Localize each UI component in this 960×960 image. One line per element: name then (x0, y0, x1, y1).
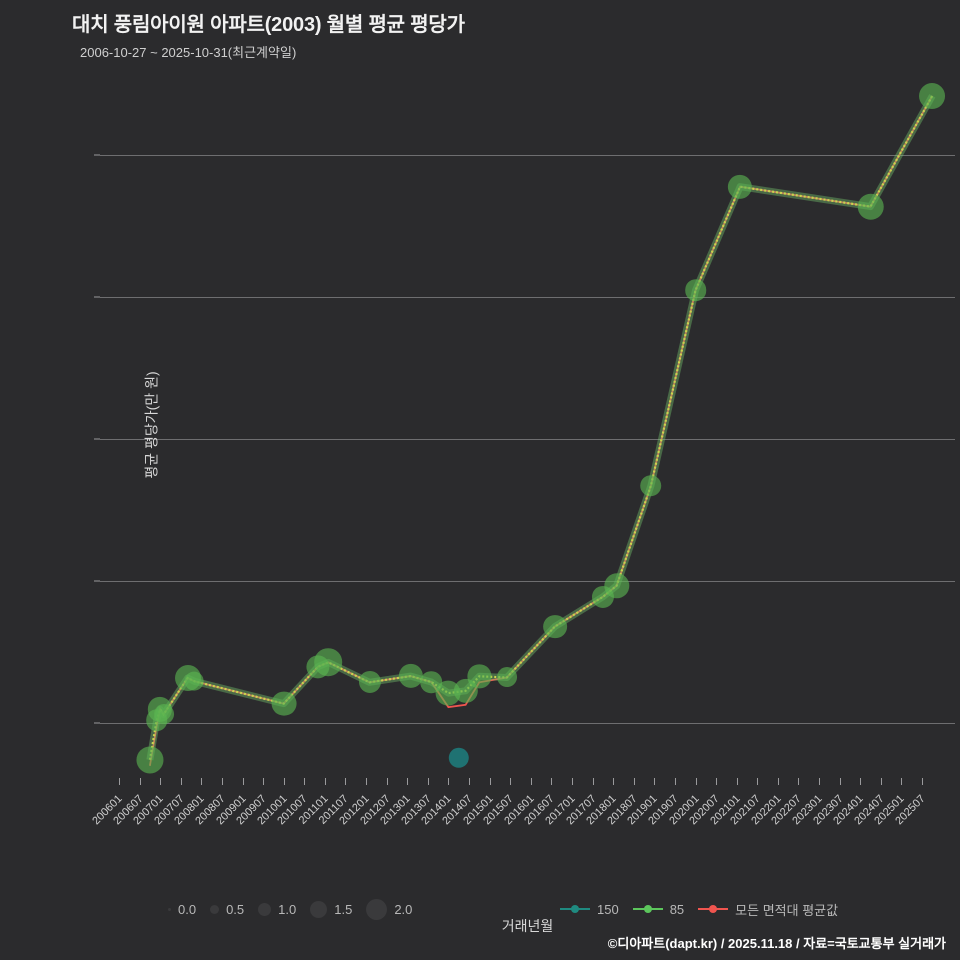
x-tick-mark-201607 (551, 778, 553, 785)
x-tick-mark-201807 (633, 778, 635, 785)
gridline-y-3000 (100, 581, 955, 583)
legend-line-marker-icon (698, 905, 729, 913)
x-tick-mark-201201 (366, 778, 368, 785)
x-tick-mark-201701 (571, 778, 573, 785)
x-tick-mark-201101 (324, 778, 326, 785)
page-title: 대치 풍림아이원 아파트(2003) 월별 평균 평당가 (72, 14, 465, 36)
x-tick-mark-201407 (469, 778, 471, 785)
legend-series-item-모든 면적대 평균값[interactable]: 모든 면적대 평균값 (698, 900, 838, 919)
x-tick-mark-202107 (757, 778, 759, 785)
x-tick-mark-201707 (592, 778, 594, 785)
x-tick-mark-201907 (674, 778, 676, 785)
y-tick-mark-2000 (94, 722, 100, 724)
x-tick-mark-201501 (489, 778, 491, 785)
x-tick-mark-202407 (880, 778, 882, 785)
legend-series-label: 150 (597, 901, 619, 917)
x-tick-mark-202207 (798, 778, 800, 785)
legend-series-item-150[interactable]: 150 (560, 902, 619, 917)
x-tick-mark-202101 (736, 778, 738, 785)
page-subtitle: 2006-10-27 ~ 2025-10-31(최근계약일) (80, 45, 297, 60)
legend-size-item-1.0: 1.0 (258, 902, 296, 917)
legend-series-item-85[interactable]: 85 (632, 901, 685, 917)
legend-size-dot-icon (310, 900, 328, 918)
x-tick-mark-201601 (530, 778, 532, 785)
plot-area: 20003000400050006000 2006012006072007012… (90, 70, 955, 934)
gridline-y-4000 (100, 439, 955, 441)
footer-credit: ©디아파트(dapt.kr) / 2025.11.18 / 자료=국토교통부 실… (607, 936, 946, 951)
x-tick-mark-202007 (716, 778, 718, 785)
legend-size-label: 0.5 (226, 901, 245, 917)
y-tick-mark-5000 (94, 296, 100, 298)
chart-legend: 0.0 0.5 1.0 1.5 2.0 150 85 모든 면적대 평균값 (0, 892, 960, 926)
legend-size-label: 1.5 (334, 901, 353, 917)
gridline-y-6000 (100, 155, 955, 157)
x-tick-mark-201107 (345, 778, 347, 785)
legend-size-dot-icon (168, 907, 171, 911)
y-tick-mark-6000 (94, 154, 100, 156)
x-tick-mark-201301 (407, 778, 409, 785)
y-tick-mark-3000 (94, 580, 100, 582)
x-tick-mark-201307 (427, 778, 429, 785)
legend-size-dot-icon (258, 902, 272, 916)
x-tick-mark-200601 (119, 778, 120, 785)
legend-size-item-1.5: 1.5 (310, 900, 353, 918)
x-tick-mark-201207 (386, 778, 388, 785)
legend-size-label: 1.0 (278, 901, 297, 917)
x-tick-mark-202201 (777, 778, 779, 785)
series-lines (146, 94, 936, 766)
x-tick-mark-200707 (180, 778, 182, 785)
x-tick-mark-200801 (201, 778, 203, 785)
x-tick-mark-200701 (160, 778, 162, 785)
x-tick-mark-202501 (901, 778, 903, 785)
x-tick-mark-200607 (139, 778, 141, 785)
x-tick-mark-200901 (242, 778, 244, 785)
y-tick-mark-4000 (94, 438, 100, 440)
legend-size-scale: 0.0 0.5 1.0 1.5 2.0 (168, 892, 426, 926)
x-tick-mark-200807 (221, 778, 223, 785)
x-tick-mark-201801 (613, 778, 615, 785)
legend-size-label: 2.0 (394, 901, 413, 917)
x-tick-mark-201007 (304, 778, 306, 785)
legend-size-item-0.5: 0.5 (210, 902, 244, 917)
x-tick-mark-202301 (819, 778, 821, 785)
x-tick-mark-202001 (695, 778, 697, 785)
line-85-glow (146, 94, 936, 761)
legend-size-item-2.0: 2.0 (366, 898, 413, 920)
x-axis-label: 거래년월 (501, 918, 554, 934)
x-tick-mark-200907 (263, 778, 265, 785)
legend-size-dot-icon (210, 904, 220, 914)
legend-series-label: 85 (669, 901, 685, 917)
gridline-y-2000 (100, 723, 955, 725)
x-tick-mark-201401 (448, 778, 450, 785)
x-tick-mark-202307 (839, 778, 841, 785)
legend-line-marker-icon (560, 905, 590, 913)
legend-size-label: 0.0 (178, 901, 197, 917)
legend-series-label: 모든 면적대 평균값 (735, 902, 839, 918)
legend-line-marker-icon (632, 905, 663, 913)
x-tick-mark-201507 (510, 778, 512, 785)
y-axis-label: 평균 평당가(만 원) (143, 371, 160, 479)
legend-size-item-0.0: 0.0 (168, 902, 196, 917)
legend-series-list: 150 85 모든 면적대 평균값 (560, 892, 852, 926)
legend-size-dot-icon (366, 898, 388, 920)
x-tick-mark-202401 (860, 778, 862, 785)
gridline-y-5000 (100, 297, 955, 299)
x-tick-mark-201901 (654, 778, 656, 785)
x-tick-mark-202507 (922, 778, 923, 785)
x-tick-mark-201001 (283, 778, 285, 785)
